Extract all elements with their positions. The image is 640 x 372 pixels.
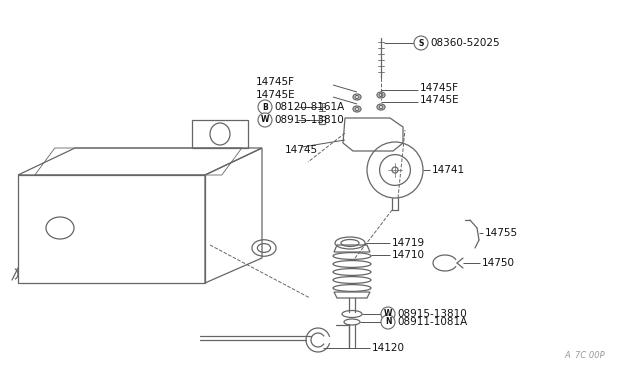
Text: 14745E: 14745E (420, 95, 460, 105)
Text: W: W (261, 115, 269, 125)
Text: 14745: 14745 (285, 145, 318, 155)
Circle shape (258, 100, 272, 114)
Text: 14745F: 14745F (420, 83, 459, 93)
Text: A  7C 00P: A 7C 00P (564, 351, 605, 360)
Text: 14745F: 14745F (256, 77, 295, 87)
Circle shape (381, 315, 395, 329)
Text: 14745E: 14745E (255, 90, 295, 100)
Text: 14719: 14719 (392, 238, 425, 248)
Circle shape (414, 36, 428, 50)
Text: B: B (262, 103, 268, 112)
Text: N: N (385, 317, 391, 327)
Circle shape (258, 113, 272, 127)
Text: 14120: 14120 (372, 343, 405, 353)
Text: 08915-13810: 08915-13810 (397, 309, 467, 319)
Circle shape (381, 307, 395, 321)
Text: 08911-1081A: 08911-1081A (397, 317, 467, 327)
Text: 14741: 14741 (432, 165, 465, 175)
Text: 14710: 14710 (392, 250, 425, 260)
Text: 14750: 14750 (482, 258, 515, 268)
Text: 08915-13810: 08915-13810 (274, 115, 344, 125)
Text: W: W (384, 310, 392, 318)
Text: 08120-8161A: 08120-8161A (274, 102, 344, 112)
Text: 14755: 14755 (485, 228, 518, 238)
Text: S: S (419, 38, 424, 48)
Text: 08360-52025: 08360-52025 (430, 38, 500, 48)
